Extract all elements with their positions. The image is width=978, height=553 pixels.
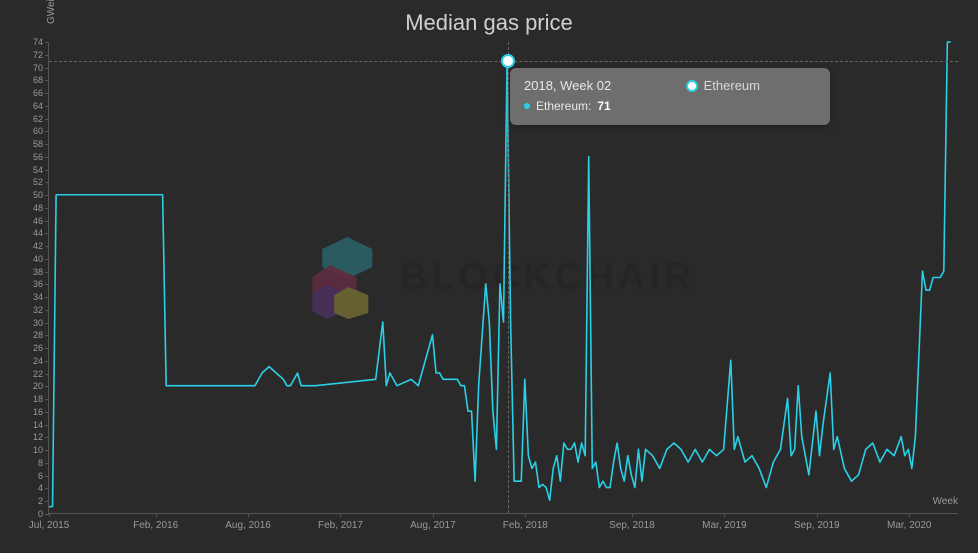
tooltip-series-header-text: Ethereum [704, 78, 760, 93]
y-tick-label: 62 [19, 114, 43, 124]
y-tick-label: 56 [19, 152, 43, 162]
y-tick-label: 68 [19, 75, 43, 85]
y-tick-label: 6 [19, 471, 43, 481]
y-tick-label: 0 [19, 509, 43, 519]
x-tick-label: Aug, 2016 [225, 520, 271, 531]
y-tick-label: 14 [19, 420, 43, 430]
y-tick-label: 28 [19, 330, 43, 340]
y-tick-label: 64 [19, 101, 43, 111]
y-tick-label: 66 [19, 88, 43, 98]
y-tick-label: 26 [19, 343, 43, 353]
chart-title: Median gas price [0, 10, 978, 36]
y-tick-label: 60 [19, 126, 43, 136]
x-tick-label: Aug, 2017 [410, 520, 456, 531]
y-tick-label: 74 [19, 37, 43, 47]
tooltip: 2018, Week 02 Ethereum Ethereum: 71 [510, 68, 830, 125]
y-tick-label: 30 [19, 318, 43, 328]
tooltip-series-dot-icon [686, 80, 698, 92]
x-tick-label: Jul, 2015 [29, 520, 70, 531]
x-tick-label: Mar, 2020 [887, 520, 931, 531]
y-tick-label: 10 [19, 445, 43, 455]
tooltip-row: Ethereum: 71 [524, 99, 816, 113]
y-tick-label: 12 [19, 432, 43, 442]
y-tick-label: 4 [19, 483, 43, 493]
y-tick-label: 24 [19, 356, 43, 366]
x-tick-label: Feb, 2018 [503, 520, 548, 531]
y-tick-label: 16 [19, 407, 43, 417]
x-tick-label: Sep, 2019 [794, 520, 840, 531]
y-tick-label: 34 [19, 292, 43, 302]
y-tick-label: 44 [19, 228, 43, 238]
y-tick-label: 8 [19, 458, 43, 468]
y-tick-label: 50 [19, 190, 43, 200]
x-tick-label: Feb, 2017 [318, 520, 363, 531]
y-tick-label: 20 [19, 381, 43, 391]
tooltip-title: 2018, Week 02 [524, 78, 816, 93]
y-tick-label: 42 [19, 241, 43, 251]
x-tick-label: Feb, 2016 [133, 520, 178, 531]
x-tick-label: Sep, 2018 [609, 520, 655, 531]
tooltip-row-value: 71 [597, 99, 610, 113]
y-tick-label: 18 [19, 394, 43, 404]
y-tick-label: 22 [19, 369, 43, 379]
y-tick-label: 52 [19, 177, 43, 187]
y-tick-label: 36 [19, 279, 43, 289]
tooltip-series-header: Ethereum [686, 78, 760, 93]
chart-container: Median gas price GWei Week BLOCKCHAIR 02… [0, 0, 978, 553]
y-tick-label: 2 [19, 496, 43, 506]
y-tick-label: 38 [19, 267, 43, 277]
y-tick-label: 70 [19, 63, 43, 73]
y-tick-label: 32 [19, 305, 43, 315]
y-tick-label: 72 [19, 50, 43, 60]
y-tick-label: 48 [19, 203, 43, 213]
tooltip-row-dot-icon [524, 103, 530, 109]
y-tick-label: 58 [19, 139, 43, 149]
tooltip-row-label: Ethereum: [536, 99, 591, 113]
highlight-point [501, 54, 515, 68]
y-tick-label: 54 [19, 165, 43, 175]
x-tick-label: Mar, 2019 [702, 520, 746, 531]
y-tick-label: 40 [19, 254, 43, 264]
y-axis-unit-label: GWei [46, 0, 57, 24]
y-tick-label: 46 [19, 216, 43, 226]
